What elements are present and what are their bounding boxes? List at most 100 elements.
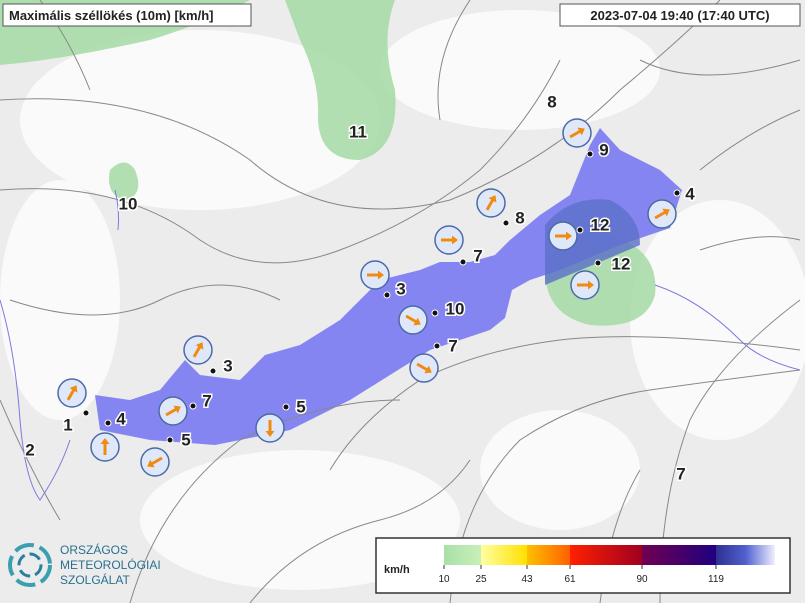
station-value: 7 xyxy=(448,336,457,355)
station-value: 3 xyxy=(396,279,405,298)
station-dot xyxy=(282,403,290,411)
timestamp: 2023-07-04 19:40 (17:40 UTC) xyxy=(590,8,769,23)
arrow xyxy=(485,195,497,211)
station-dot xyxy=(104,419,112,427)
terrain xyxy=(0,10,805,590)
wind-arrow xyxy=(562,118,592,148)
legend-tick-label: 119 xyxy=(708,574,724,585)
station-value: 5 xyxy=(181,430,190,449)
station-value: 4 xyxy=(685,184,695,203)
rivers xyxy=(0,189,801,501)
arrow xyxy=(192,342,204,358)
arrow-head xyxy=(195,342,204,350)
wind-arrow xyxy=(158,396,188,426)
station-dot xyxy=(82,409,90,417)
station-value: 12 xyxy=(591,215,610,234)
station-value: 12 xyxy=(612,254,631,273)
wind-arrow xyxy=(57,378,87,408)
station-dot xyxy=(209,367,217,375)
station-value: 8 xyxy=(515,208,524,227)
station-value: 4 xyxy=(116,409,126,428)
station-dot xyxy=(673,189,681,197)
arrow xyxy=(577,280,594,290)
station-value: 10 xyxy=(446,299,465,318)
arrow-head xyxy=(69,385,78,393)
legend-tick-label: 10 xyxy=(438,574,450,585)
arrow-shaft xyxy=(149,456,163,466)
logo-line: SZOLGÁLAT xyxy=(60,572,130,587)
legend-tick-label: 90 xyxy=(636,574,648,585)
station-value: 3 xyxy=(223,356,232,375)
wind-arrow xyxy=(183,335,213,365)
station-dot xyxy=(166,436,174,444)
arrow-head xyxy=(100,438,110,444)
area-label: 8 xyxy=(547,92,556,111)
arrow xyxy=(555,231,572,241)
arrow-shaft xyxy=(165,407,179,417)
station-dot xyxy=(586,150,594,158)
logo-line: METEOROLÓGIAI xyxy=(60,557,161,572)
arrow xyxy=(66,385,78,401)
station-value: 9 xyxy=(599,140,608,159)
lake xyxy=(95,128,682,445)
arrow xyxy=(405,314,421,326)
logo-line: ORSZÁGOS xyxy=(60,542,128,557)
arrow-shaft xyxy=(192,344,202,358)
legend-tick-label: 61 xyxy=(564,574,576,585)
station-value: 1 xyxy=(63,415,72,434)
wind-arrow xyxy=(360,260,390,290)
wind-arrow xyxy=(548,221,578,251)
area-label: 11 xyxy=(349,122,367,141)
station-value: 5 xyxy=(296,397,305,416)
legend-unit: km/h xyxy=(384,564,410,576)
arrow-head xyxy=(452,235,458,245)
station-value: 7 xyxy=(202,391,211,410)
arrow-head xyxy=(173,405,181,414)
arrow xyxy=(165,405,181,417)
arrow xyxy=(367,270,384,280)
wind-arrow xyxy=(90,432,120,462)
station-dot xyxy=(383,291,391,299)
arrow-head xyxy=(424,365,432,374)
arrow-head xyxy=(413,317,421,326)
arrow-shaft xyxy=(405,314,419,324)
arrow xyxy=(654,208,670,220)
wind-arrow xyxy=(570,270,600,300)
wind-arrow xyxy=(409,353,439,383)
arrow xyxy=(147,456,163,468)
station-dot xyxy=(594,259,602,267)
arrow xyxy=(416,362,432,374)
arrow-head xyxy=(577,127,585,136)
title-box xyxy=(2,3,252,27)
wind-arrow xyxy=(476,188,506,218)
station-dot xyxy=(431,309,439,317)
legend: km/h 10 25 43 61 90 119 xyxy=(375,537,791,594)
arrow-head xyxy=(488,195,497,203)
station-dot xyxy=(433,342,441,350)
area-label: 10 xyxy=(119,194,138,213)
arrow-head xyxy=(588,280,594,290)
arrow-shaft xyxy=(569,129,583,139)
wind-arrow xyxy=(255,413,285,443)
wind-arrow xyxy=(140,447,170,477)
station-dot xyxy=(502,219,510,227)
wind-arrow xyxy=(647,199,677,229)
station-value: 7 xyxy=(473,246,482,265)
arrow-shaft xyxy=(66,387,76,401)
wind-arrow xyxy=(434,225,464,255)
timestamp-box xyxy=(559,3,801,27)
arrow xyxy=(265,420,275,437)
arrow-head xyxy=(566,231,572,241)
arrow xyxy=(441,235,458,245)
legend-tick-label: 43 xyxy=(521,574,533,585)
title: Maximális széllökés (10m) [km/h] xyxy=(9,8,213,23)
arrow-shaft xyxy=(485,197,495,211)
logo: ORSZÁGOS METEOROLÓGIAI SZOLGÁLAT xyxy=(8,542,161,587)
station-dot xyxy=(576,226,584,234)
legend-tick-label: 25 xyxy=(475,574,487,585)
arrow-head xyxy=(662,208,670,217)
arrow-shaft xyxy=(654,210,668,220)
area-label: 2 xyxy=(25,440,34,459)
